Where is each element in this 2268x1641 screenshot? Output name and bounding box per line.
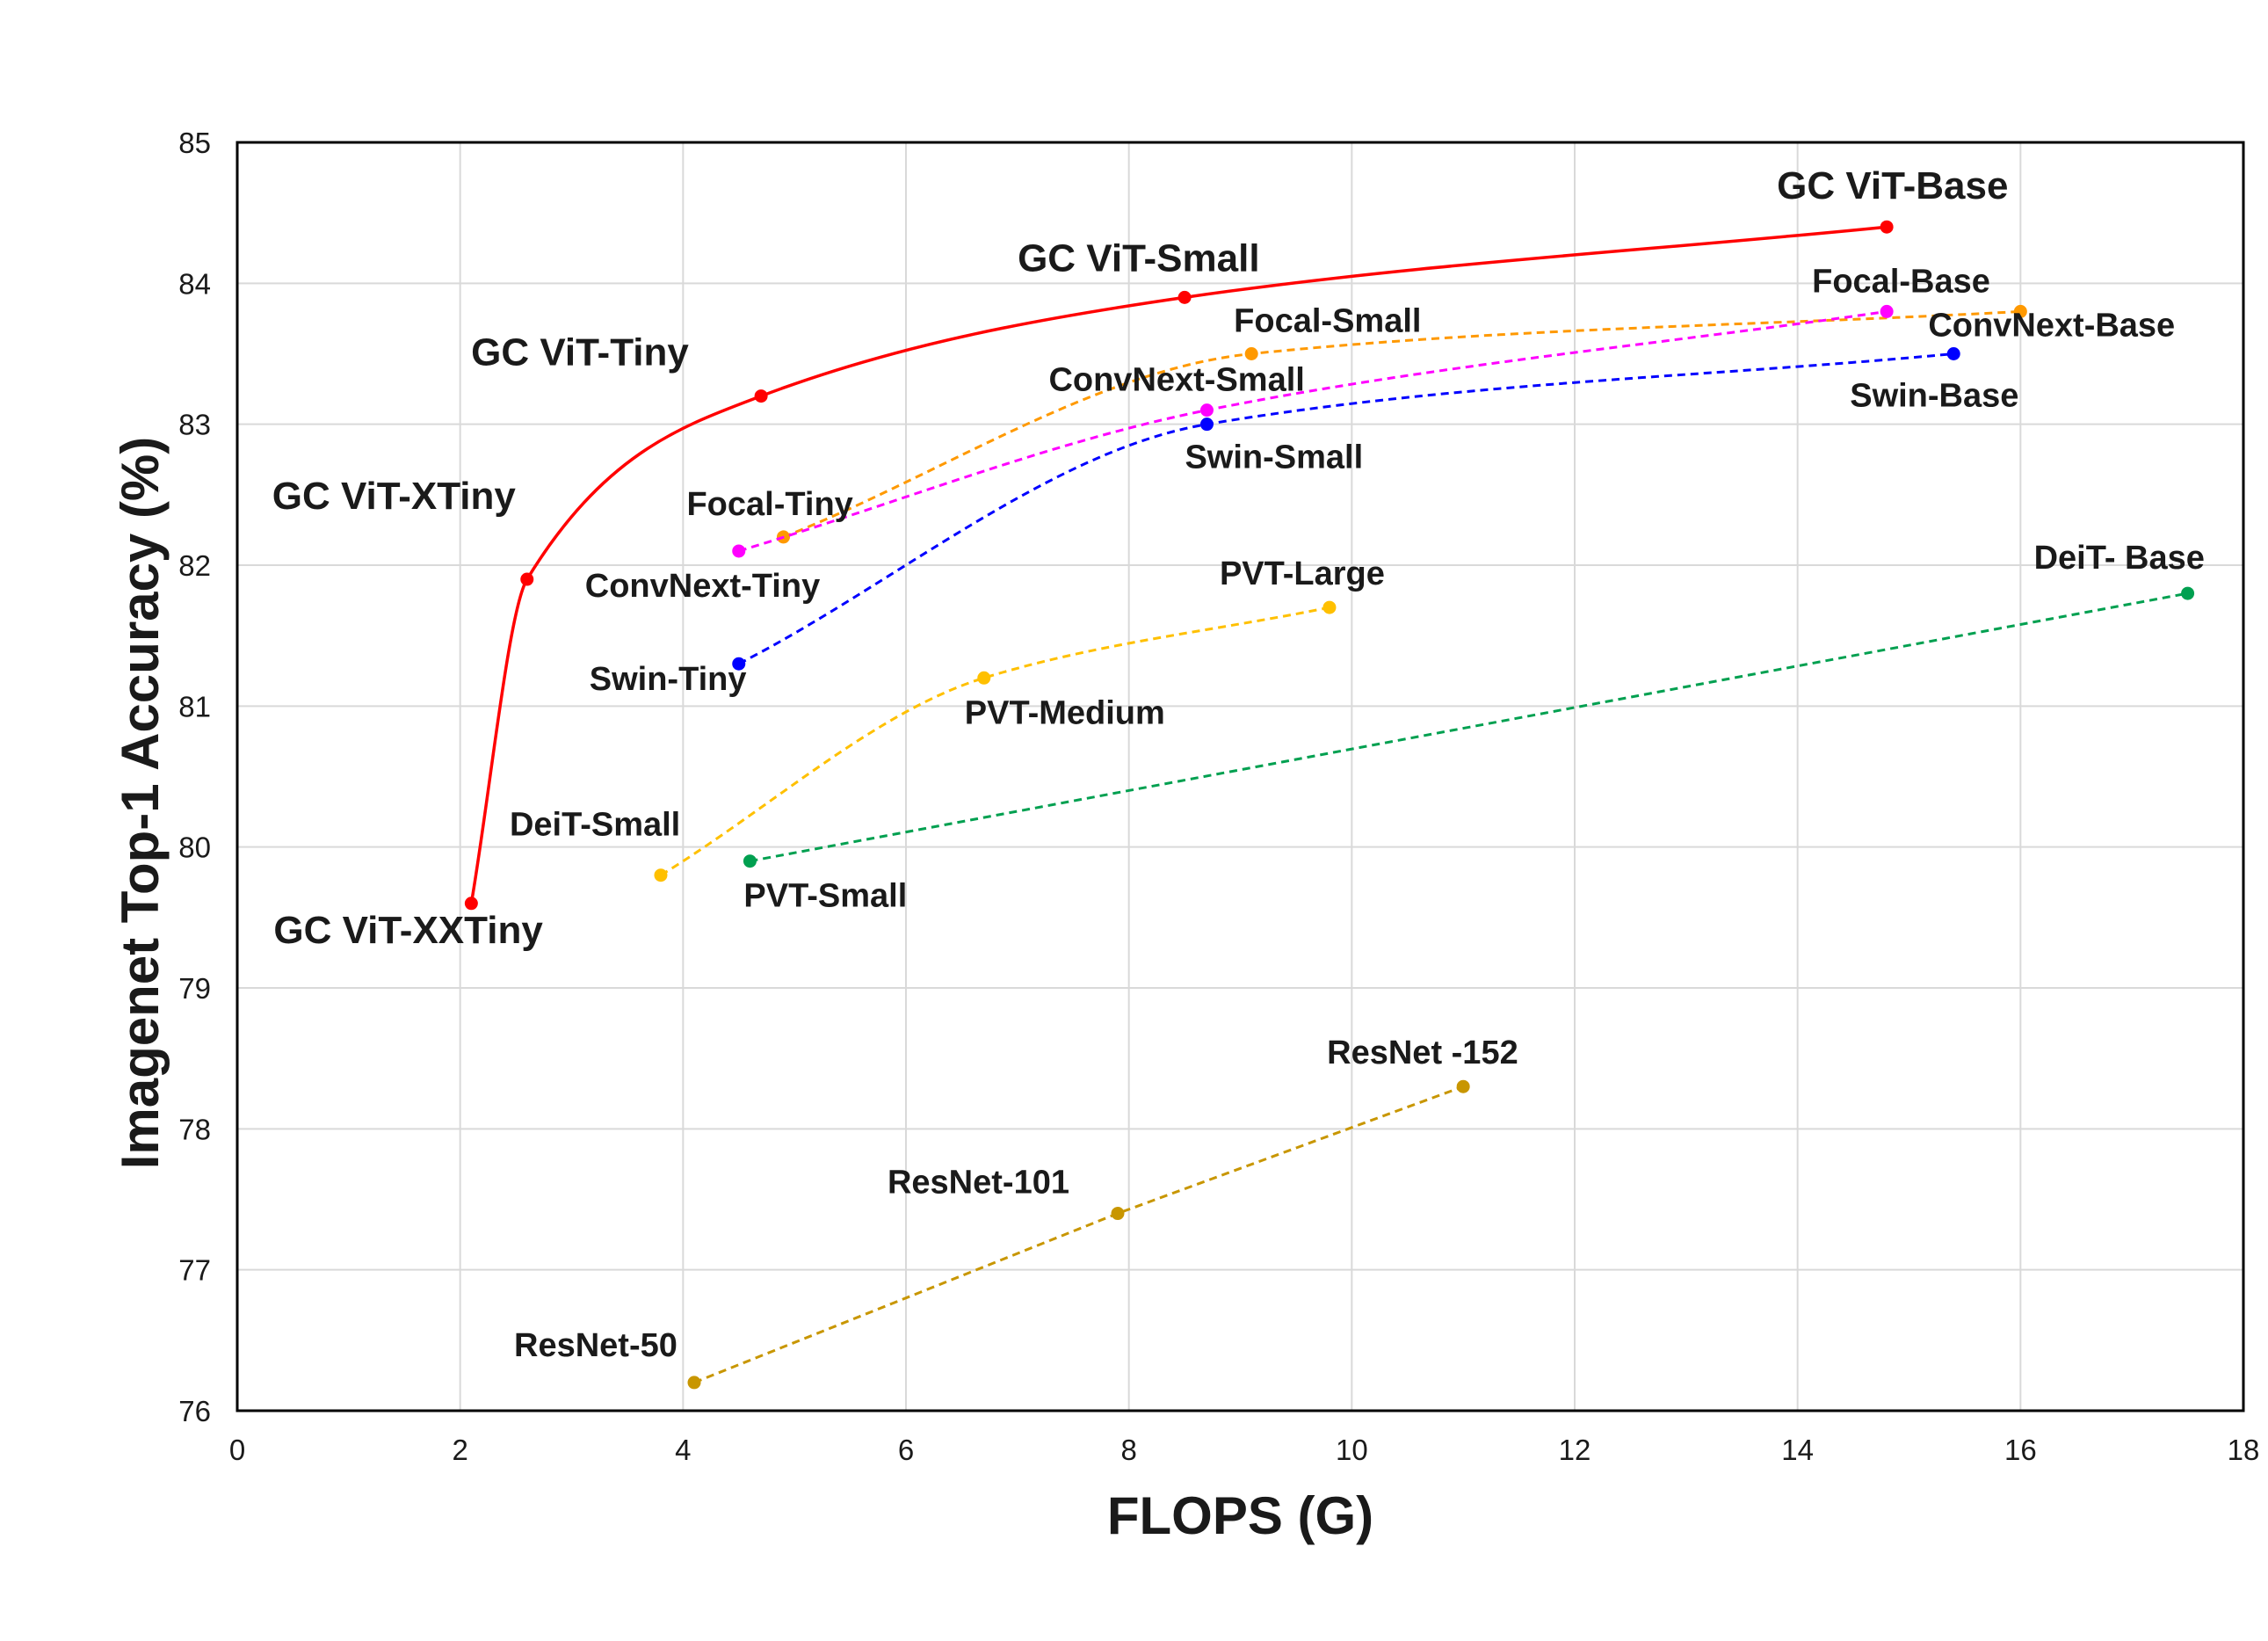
data-point xyxy=(1199,418,1214,432)
point-label: Focal-Tiny xyxy=(686,486,852,523)
y-tick-label: 81 xyxy=(178,690,211,722)
series-line xyxy=(738,352,1954,665)
data-point xyxy=(520,572,534,586)
point-label: GC ViT-XXTiny xyxy=(273,909,543,952)
point-label: ConvNext-Tiny xyxy=(585,568,820,605)
series-line xyxy=(693,1085,1464,1384)
point-labels: GC ViT-XXTiny GC ViT-XTiny GC ViT-Tiny GC V… xyxy=(272,164,2205,1364)
point-label: Swin-Tiny xyxy=(590,661,747,698)
point-label: PVT-Medium xyxy=(965,694,1165,731)
point-label: ResNet-101 xyxy=(888,1165,1069,1202)
point-label: Focal-Base xyxy=(1812,263,1990,300)
y-tick-label: 80 xyxy=(178,831,211,864)
data-point xyxy=(1946,347,1960,360)
data-point xyxy=(732,544,746,558)
x-tick-label: 6 xyxy=(898,1434,914,1466)
data-point xyxy=(1111,1207,1125,1221)
data-point xyxy=(2013,304,2027,318)
data-point xyxy=(1880,220,1894,234)
x-tick-label: 8 xyxy=(1120,1434,1136,1466)
series-swin xyxy=(732,347,1960,671)
point-label: Focal-Small xyxy=(1234,303,1421,340)
x-tick-label: 2 xyxy=(452,1434,467,1466)
point-label: GC ViT-Tiny xyxy=(471,331,689,374)
y-tick-label: 85 xyxy=(178,127,211,159)
point-label: DeiT- Base xyxy=(2034,540,2205,577)
point-label: ResNet-50 xyxy=(514,1327,678,1364)
data-point xyxy=(754,389,768,403)
series-line xyxy=(738,309,1888,553)
data-point xyxy=(732,657,746,671)
data-point xyxy=(743,854,757,868)
series-resnet xyxy=(687,1079,1470,1390)
point-label: PVT-Large xyxy=(1220,555,1385,592)
series-line xyxy=(782,309,2021,539)
x-tick-label: 4 xyxy=(675,1434,691,1466)
data-point xyxy=(2181,586,2195,600)
point-label: Swin-Base xyxy=(1850,378,2018,415)
x-tick-label: 0 xyxy=(229,1434,245,1466)
series-line xyxy=(660,606,1330,877)
y-tick-label: 82 xyxy=(178,549,211,582)
series-line xyxy=(750,592,2188,863)
data-point xyxy=(1199,403,1214,418)
x-axis-title: FLOPS (G) xyxy=(1107,1486,1373,1545)
data-point xyxy=(1177,290,1192,304)
x-tick-label: 10 xyxy=(1336,1434,1368,1466)
y-tick-label: 84 xyxy=(178,267,211,300)
y-tick-label: 78 xyxy=(178,1113,211,1145)
data-point xyxy=(1322,600,1337,614)
point-label: GC ViT-XTiny xyxy=(272,475,517,518)
y-tick-label: 76 xyxy=(178,1395,211,1427)
series-convnext xyxy=(732,304,1894,558)
point-label: ResNet -152 xyxy=(1327,1035,1518,1071)
point-label: GC ViT-Small xyxy=(1018,236,1260,280)
point-label: GC ViT-Base xyxy=(1777,164,2008,207)
data-point xyxy=(1456,1079,1470,1093)
series-deit xyxy=(743,586,2195,868)
x-tick-label: 18 xyxy=(2228,1434,2260,1466)
point-label: Swin-Small xyxy=(1185,439,1363,476)
x-tick-label: 12 xyxy=(1559,1434,1591,1466)
y-tick-label: 83 xyxy=(178,409,211,441)
series-line xyxy=(469,225,1888,904)
data-series xyxy=(464,220,2195,1390)
data-point xyxy=(1244,347,1258,360)
data-point xyxy=(687,1376,701,1390)
plot-area-border xyxy=(235,141,2245,1412)
data-point xyxy=(654,868,668,882)
point-label: ConvNext-Base xyxy=(1928,307,2175,344)
y-axis-title: Imagenet Top-1 Accuracy (%) xyxy=(111,437,170,1170)
x-tick-label: 14 xyxy=(1781,1434,1814,1466)
point-label: DeiT-Small xyxy=(510,807,680,844)
data-point xyxy=(464,897,478,911)
point-label: ConvNext-Small xyxy=(1048,362,1304,399)
y-tick-label: 77 xyxy=(178,1254,211,1287)
data-point xyxy=(1880,304,1894,318)
series-pvt xyxy=(654,600,1337,882)
y-tick-label: 79 xyxy=(178,972,211,1005)
data-point xyxy=(977,671,991,685)
series-gcvit xyxy=(464,220,1894,911)
point-label: PVT-Small xyxy=(743,878,907,915)
x-tick-label: 16 xyxy=(2004,1434,2037,1466)
axis-ticks: 0 2 4 6 8 10 12 14 16 18 76 77 78 79 80 81 82 83 84 85 xyxy=(178,127,2259,1466)
